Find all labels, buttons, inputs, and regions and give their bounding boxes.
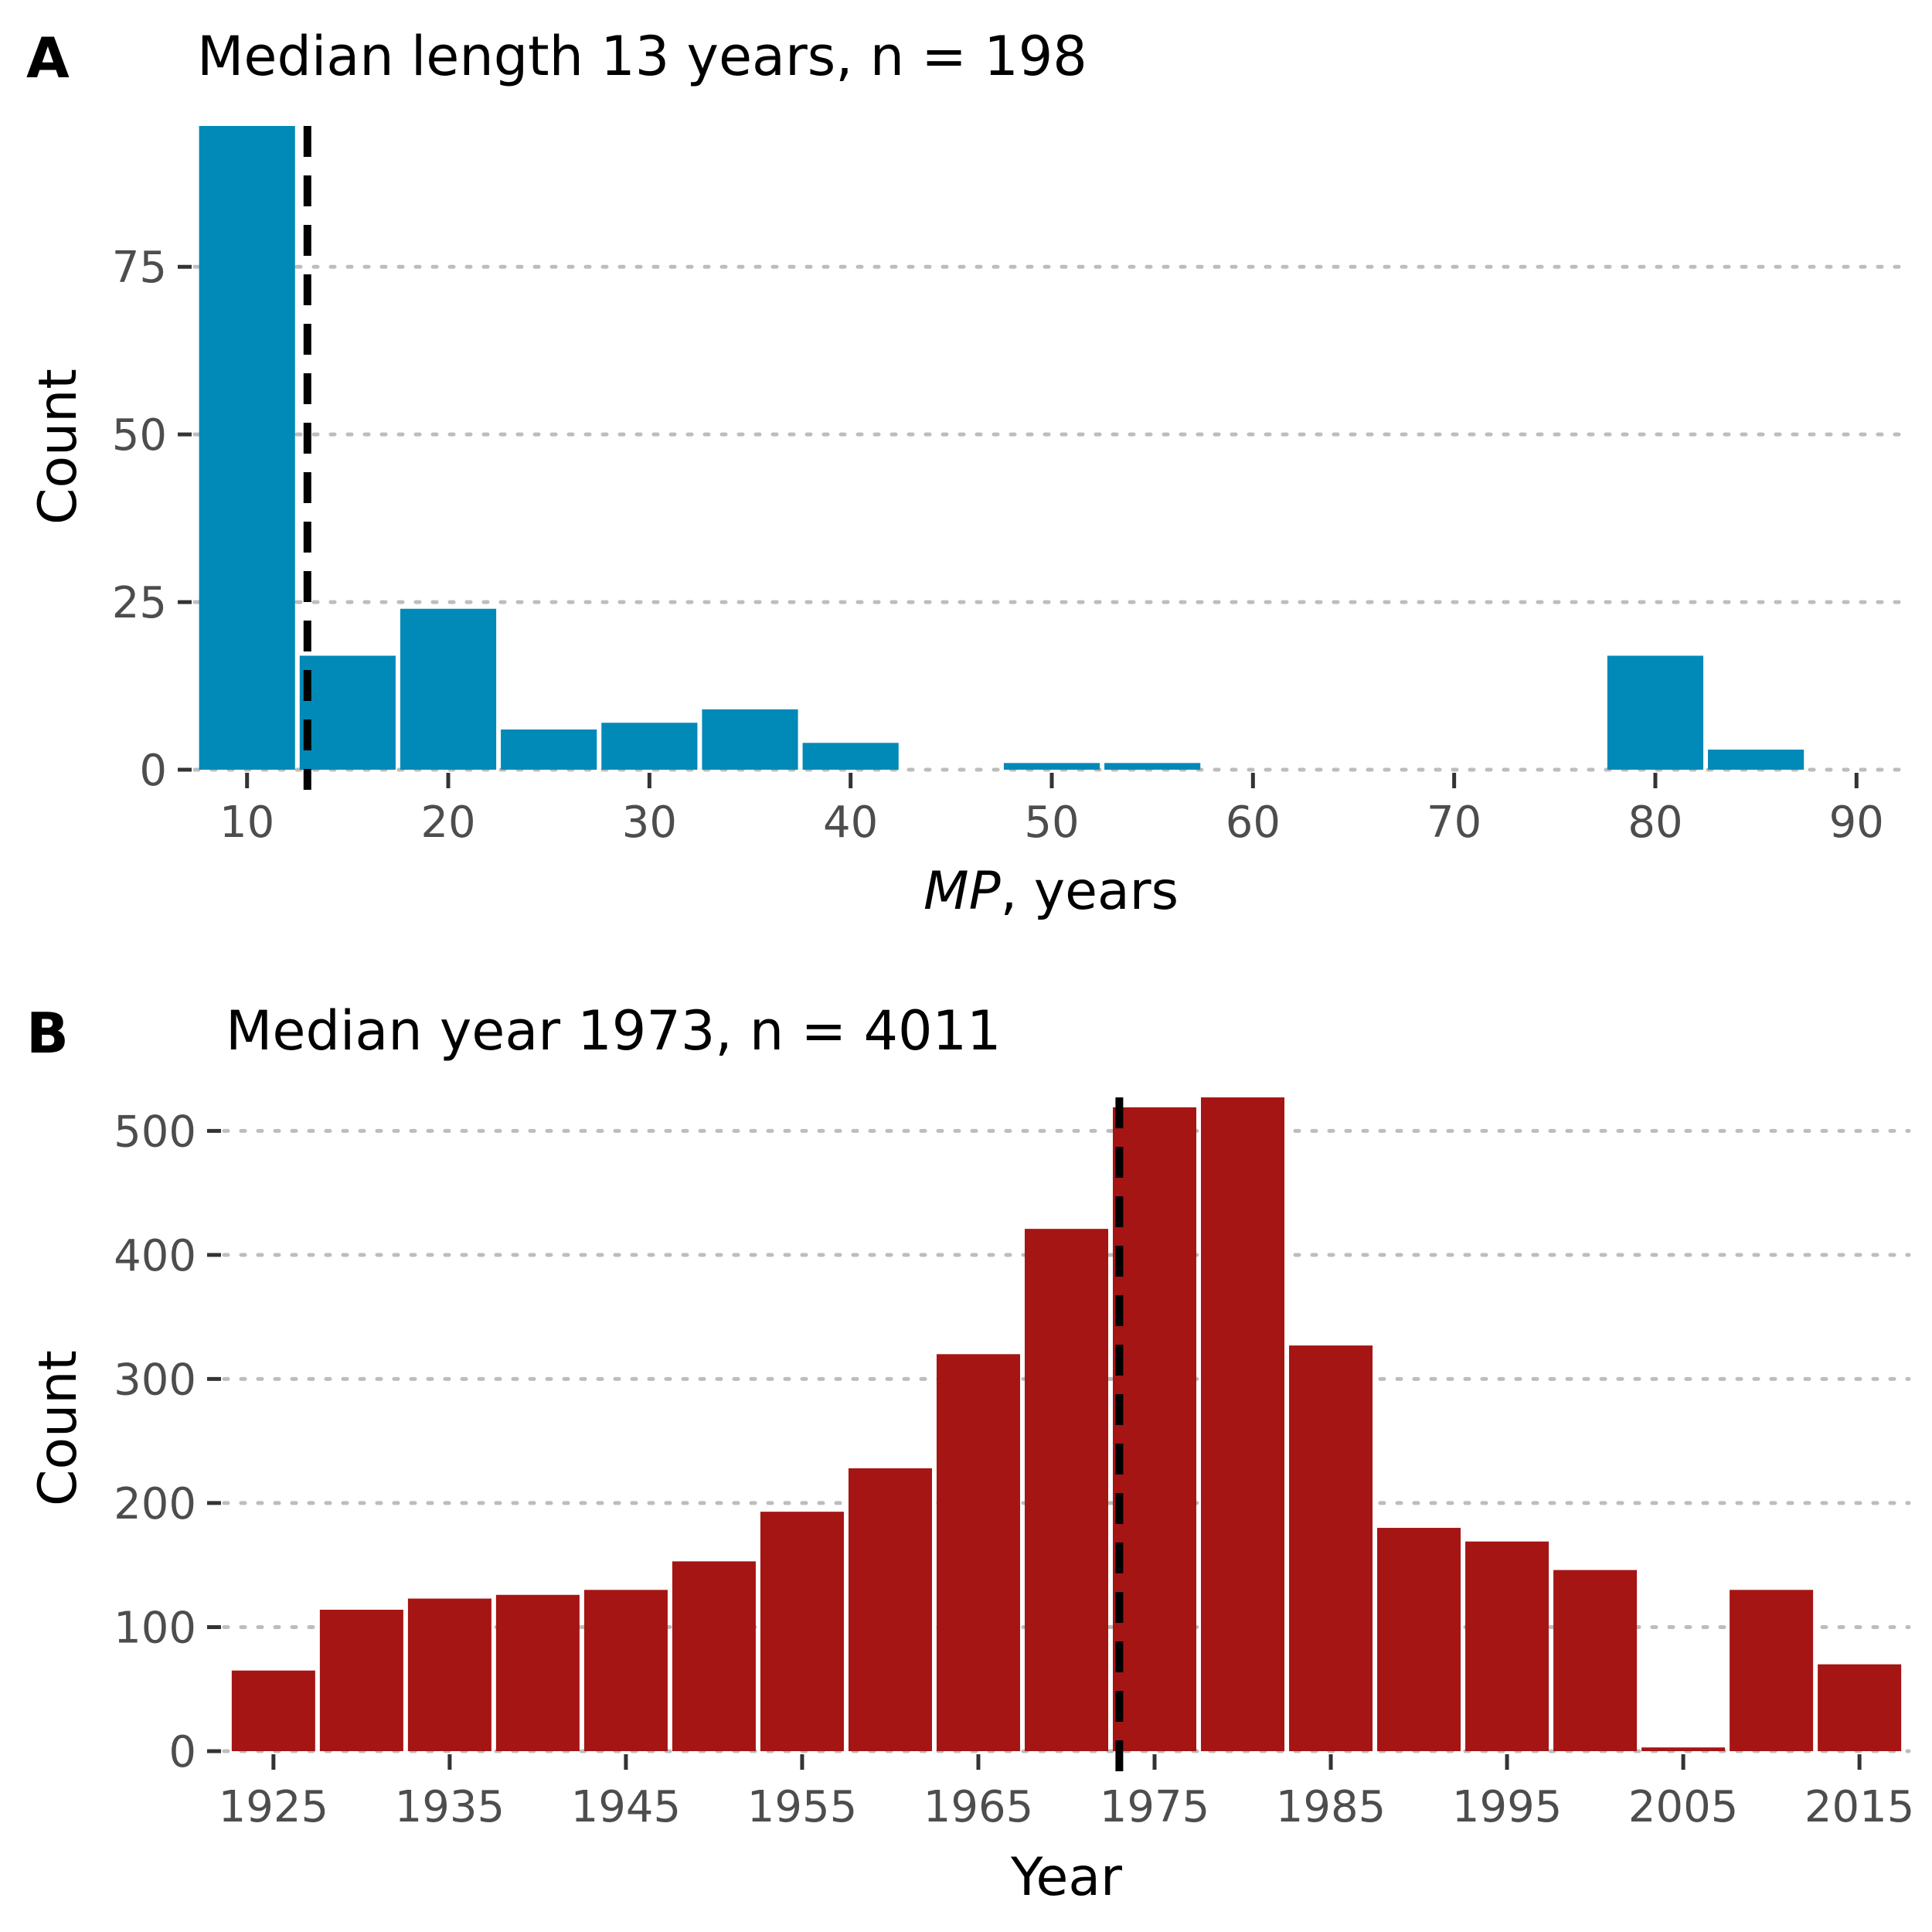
bar-55 <box>1104 763 1201 770</box>
x-tick-label: 1925 <box>219 1782 329 1832</box>
x-tick-label: 40 <box>823 798 878 848</box>
panel-b-bars <box>231 1097 1902 1751</box>
y-tick-label: 0 <box>139 746 167 796</box>
panel-b-y-axis-title: Count <box>28 1350 89 1506</box>
x-tick-label: 50 <box>1024 798 1079 848</box>
panel-a-x-axis-title-unit: , years <box>1001 861 1179 922</box>
y-tick-label: 300 <box>114 1355 196 1405</box>
panel-a-x-axis-title-symbol: MP <box>923 861 1001 922</box>
panel-a-x-axis-title: MP, years <box>923 861 1179 922</box>
bar-30 <box>601 723 698 770</box>
panel-b-y-ticks: 0 100 200 300 400 500 <box>114 1107 221 1777</box>
bar-1955 <box>760 1512 844 1751</box>
bar-80 <box>1607 655 1704 770</box>
bar-1970 <box>1024 1229 1109 1751</box>
x-tick-label: 20 <box>420 798 475 848</box>
bar-1950 <box>672 1561 756 1751</box>
y-tick-label: 25 <box>112 578 167 628</box>
x-tick-label: 1985 <box>1276 1782 1386 1832</box>
bar-1940 <box>495 1594 580 1751</box>
bar-25 <box>501 729 597 770</box>
y-tick-label: 50 <box>112 410 167 461</box>
x-tick-label: 80 <box>1628 798 1682 848</box>
bar-1960 <box>848 1468 932 1751</box>
panel-b: B Median year 1973, n = 4011 0 100 200 300 4… <box>26 999 1914 1908</box>
x-tick-label: 30 <box>622 798 677 848</box>
bar-85 <box>1708 749 1804 770</box>
bar-1945 <box>583 1590 668 1751</box>
bar-20 <box>400 608 497 770</box>
bar-2005 <box>1641 1747 1726 1751</box>
panel-b-title: Median year 1973, n = 4011 <box>226 999 1002 1063</box>
panel-b-x-axis-title: Year <box>1010 1847 1122 1908</box>
panel-a-letter: A <box>26 26 70 90</box>
y-tick-label: 100 <box>114 1603 196 1653</box>
x-tick-label: 60 <box>1226 798 1281 848</box>
panel-a-x-ticks: 10 20 30 40 50 60 70 80 90 <box>219 773 1884 848</box>
x-tick-label: 1995 <box>1452 1782 1563 1832</box>
bar-15 <box>299 655 396 770</box>
y-tick-label: 200 <box>114 1479 196 1529</box>
bar-1965 <box>936 1354 1020 1751</box>
bar-1935 <box>407 1598 492 1751</box>
x-tick-label: 90 <box>1829 798 1884 848</box>
bar-35 <box>702 709 798 770</box>
y-tick-label: 400 <box>114 1231 196 1281</box>
x-tick-label: 1935 <box>395 1782 505 1832</box>
x-tick-label: 1965 <box>923 1782 1034 1832</box>
panel-b-letter: B <box>26 1001 69 1066</box>
x-tick-label: 1945 <box>571 1782 682 1832</box>
panel-b-x-ticks: 1925 1935 1945 1955 1965 1975 1985 1995 2005 2015 <box>219 1754 1915 1832</box>
bar-40 <box>802 743 899 770</box>
panel-a-y-ticks: 0 25 50 75 <box>112 243 192 796</box>
x-tick-label: 1975 <box>1100 1782 1210 1832</box>
bar-10 <box>199 126 295 770</box>
bar-50 <box>1003 763 1100 770</box>
bar-1925 <box>231 1670 315 1751</box>
panel-a: A Median length 13 years, n = 198 0 25 50 7… <box>26 25 1911 922</box>
y-tick-label: 75 <box>112 243 167 293</box>
x-tick-label: 2005 <box>1628 1782 1739 1832</box>
x-tick-label: 10 <box>219 798 274 848</box>
y-tick-label: 0 <box>168 1727 196 1777</box>
panel-a-title: Median length 13 years, n = 198 <box>197 25 1087 88</box>
bar-1995 <box>1465 1541 1549 1751</box>
x-tick-label: 70 <box>1427 798 1481 848</box>
panel-a-y-axis-title: Count <box>28 369 89 525</box>
bar-1990 <box>1377 1528 1461 1751</box>
x-tick-label: 1955 <box>747 1782 858 1832</box>
bar-2015 <box>1818 1664 1902 1751</box>
bar-1980 <box>1201 1097 1285 1751</box>
y-tick-label: 500 <box>114 1107 196 1157</box>
bar-2000 <box>1553 1570 1638 1751</box>
panel-a-bars <box>199 126 1804 770</box>
bar-1985 <box>1289 1345 1373 1751</box>
x-tick-label: 2015 <box>1804 1782 1915 1832</box>
bar-2010 <box>1730 1590 1814 1751</box>
bar-1975 <box>1113 1107 1197 1751</box>
bar-1930 <box>319 1609 403 1751</box>
